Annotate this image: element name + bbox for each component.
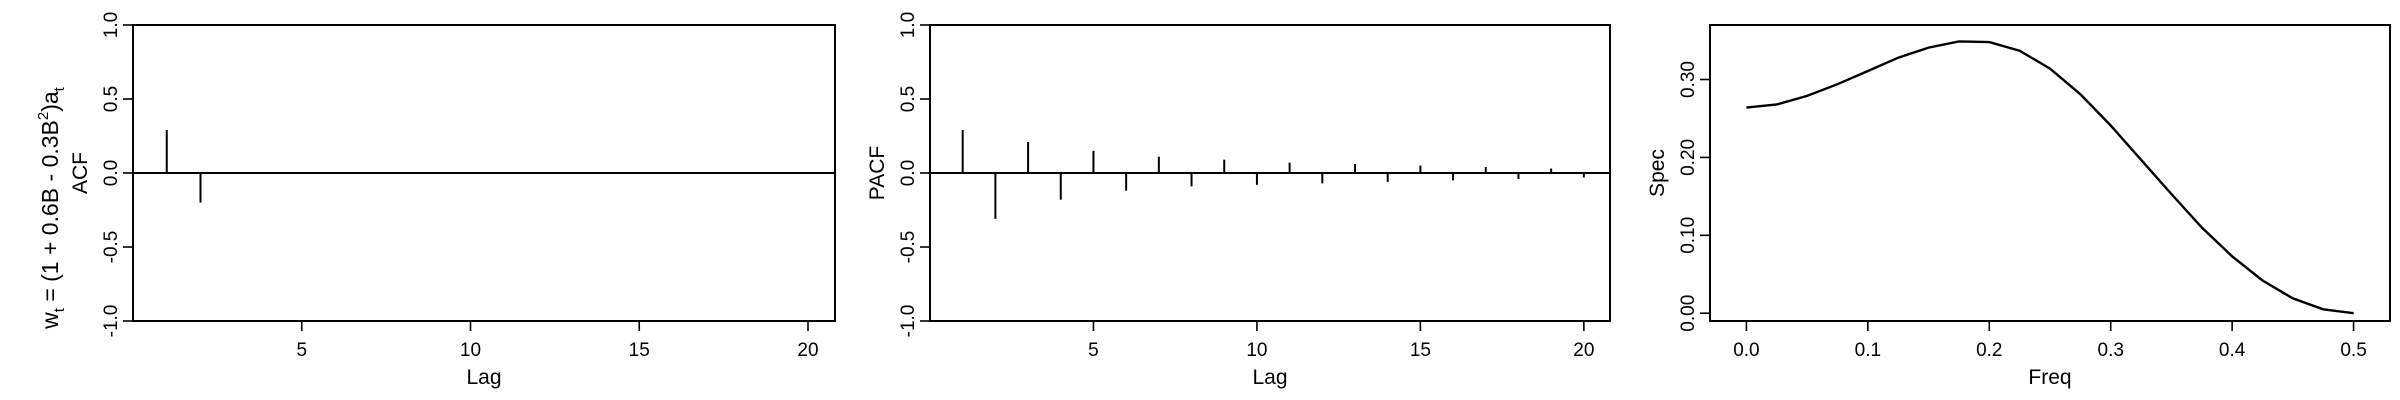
y-tick-label: -1.0 [101, 305, 122, 338]
model-label-power: 2 [35, 112, 52, 120]
y-tick-label: 0.10 [1678, 217, 1699, 254]
x-tick-label: 0.3 [2098, 340, 2124, 361]
model-label-prefix: w [37, 312, 63, 330]
y-tick-label: 0.5 [898, 86, 919, 112]
x-tick-label: 0.5 [2340, 340, 2366, 361]
x-tick-label: 20 [797, 340, 818, 361]
plot-frame [1709, 24, 2391, 322]
x-axis-label: Lag [1252, 366, 1287, 389]
x-tick-label: 0.2 [1976, 340, 2002, 361]
y-tick-label: 0.30 [1678, 61, 1699, 98]
x-tick-label: 15 [629, 340, 650, 361]
y-tick-label: -1.0 [898, 305, 919, 338]
model-label: wt = (1 + 0.6B - 0.3B2)at [35, 86, 68, 330]
x-tick-label: 0.1 [1855, 340, 1881, 361]
x-tick-label: 5 [296, 340, 307, 361]
chart-panel-2: -1.0 -0.5 0.0 0.5 1.0 5 10 15 20 Lag PACF [866, 12, 1611, 389]
x-tick-label: 5 [1088, 340, 1099, 361]
y-tick-label: -0.5 [898, 231, 919, 264]
y-tick-label: 1.0 [101, 12, 122, 38]
chart-panel-3: 0.00 0.10 0.20 0.30 0.0 0.1 0.2 0.3 0.4 0.5 Freq Sp… [1646, 24, 2391, 389]
x-tick-label: 15 [1410, 340, 1431, 361]
y-axis-label: Spec [1646, 149, 1669, 197]
y-axis-label: ACF [69, 152, 92, 194]
model-label-prefix-sub: t [51, 307, 68, 312]
y-tick-label: 1.0 [898, 12, 919, 38]
y-tick-label: -0.5 [101, 231, 122, 264]
y-tick-label: 0.0 [101, 160, 122, 186]
model-label-suffix: )a [37, 91, 63, 112]
x-tick-label: 10 [1246, 340, 1267, 361]
y-tick-label: 0.00 [1678, 295, 1699, 332]
model-label-suffix-sub: t [51, 86, 68, 91]
x-axis-label: Lag [466, 366, 501, 389]
y-tick-label: 0.20 [1678, 139, 1699, 176]
y-axis-label: PACF [866, 146, 889, 200]
x-tick-label: 0.0 [1733, 340, 1759, 361]
x-tick-label: 0.4 [2219, 340, 2246, 361]
spectrum-line [1746, 40, 2354, 315]
chart-panel-1: -1.0 -0.5 0.0 0.5 1.0 5 10 15 20 Lag ACF [69, 12, 836, 389]
x-tick-label: 20 [1573, 340, 1594, 361]
x-tick-label: 10 [460, 340, 481, 361]
x-axis-label: Freq [2028, 366, 2071, 389]
model-label-middle: = (1 + 0.6B - 0.3B [37, 120, 63, 308]
y-tick-label: 0.0 [898, 160, 919, 186]
y-tick-label: 0.5 [101, 86, 122, 112]
